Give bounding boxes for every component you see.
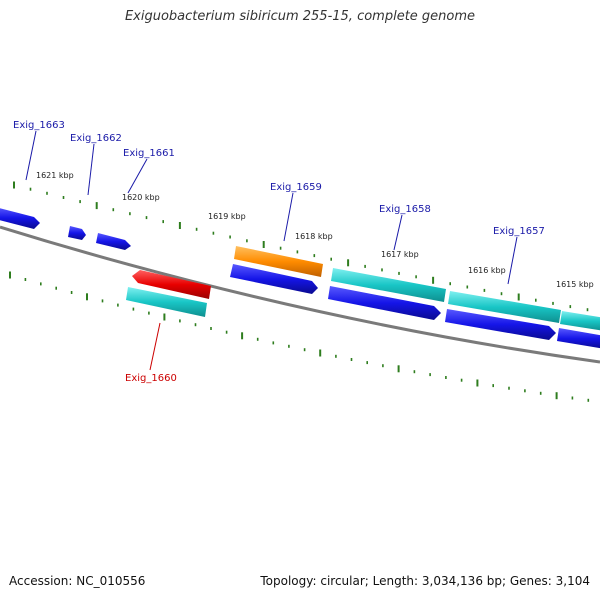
leader-exig-1661 xyxy=(127,158,148,194)
gene-label-exig-1660[interactable]: Exig_1660 xyxy=(125,373,177,384)
outer-scale-ticks xyxy=(13,181,589,312)
leader-exig-1663 xyxy=(25,130,37,181)
scale-label-1621: 1621 kbp xyxy=(36,171,74,180)
leader-exig-1659 xyxy=(283,192,294,242)
gene-label-exig-1662[interactable]: Exig_1662 xyxy=(70,133,122,144)
gene-bar-exig-1657[interactable] xyxy=(448,291,561,323)
gene-bar-exig-1660[interactable] xyxy=(126,287,207,317)
gene-arrow-exig-1660[interactable] xyxy=(132,270,211,299)
scale-label-1615: 1615 kbp xyxy=(556,280,594,289)
gene-label-exig-1661[interactable]: Exig_1661 xyxy=(123,148,175,159)
leader-exig-1662 xyxy=(87,143,95,196)
cds-arrow-exig-1658[interactable] xyxy=(328,286,441,320)
gene-arrow-exig-1661[interactable] xyxy=(96,233,131,250)
gene-label-exig-1663[interactable]: Exig_1663 xyxy=(13,120,65,131)
scale-label-1618: 1618 kbp xyxy=(295,232,333,241)
leader-exig-1658 xyxy=(393,214,403,251)
genome-backbone xyxy=(0,225,600,364)
scale-label-1620: 1620 kbp xyxy=(122,193,160,202)
scale-label-1616: 1616 kbp xyxy=(468,266,506,275)
gene-arrow-exig-1663[interactable] xyxy=(0,207,40,229)
scale-label-1617: 1617 kbp xyxy=(381,250,419,259)
map-title: Exiguobacterium sibiricum 255-15, comple… xyxy=(124,9,476,24)
gene-label-exig-1657[interactable]: Exig_1657 xyxy=(493,226,545,237)
gene-bar-exig-1659[interactable] xyxy=(234,246,323,277)
gene-label-exig-1659[interactable]: Exig_1659 xyxy=(270,182,322,193)
scale-label-1619: 1619 kbp xyxy=(208,212,246,221)
gene-bar-exig-1658[interactable] xyxy=(331,268,446,302)
leader-exig-1657 xyxy=(507,236,518,285)
cds-arrow-exig-1657[interactable] xyxy=(445,309,556,340)
leader-exig-1660 xyxy=(149,322,161,371)
cds-arrow-right-edge[interactable] xyxy=(557,328,600,349)
cds-arrow-exig-1659[interactable] xyxy=(230,264,318,294)
gene-arrow-exig-1662[interactable] xyxy=(68,226,86,240)
gene-bar-right-edge[interactable] xyxy=(560,311,600,331)
genome-stats-text: Topology: circular; Length: 3,034,136 bp… xyxy=(260,574,590,588)
accession-text: Accession: NC_010556 xyxy=(9,574,146,588)
inner-scale-ticks xyxy=(9,271,590,402)
gene-label-exig-1658[interactable]: Exig_1658 xyxy=(379,204,431,215)
